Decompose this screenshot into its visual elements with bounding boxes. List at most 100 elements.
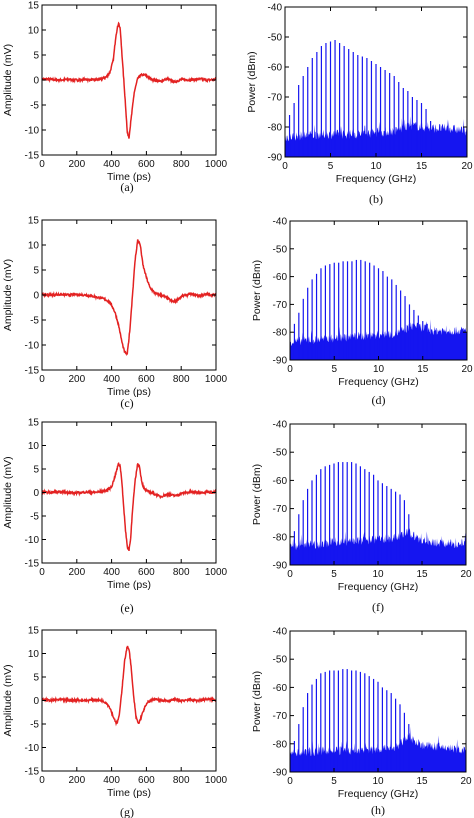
- x-tick-label: 0: [39, 567, 45, 578]
- plot-area: [42, 461, 216, 552]
- x-tick-label: 400: [103, 374, 120, 385]
- x-tick-label: 20: [460, 569, 472, 580]
- panel-e: 0 200 400 600 800 1000 15 10 5 0 -5 -10 -15 Time (ps)…: [2, 418, 228, 616]
- y-tick-label: -70: [273, 504, 288, 515]
- panel-caption: (b): [369, 192, 383, 206]
- x-tick-label: 0: [287, 569, 293, 580]
- x-tick-label: 5: [328, 161, 334, 172]
- x-axis-label: Frequency (GHz): [338, 376, 419, 388]
- x-tick-label: 0: [39, 159, 45, 170]
- x-axis-label: Time (ps): [107, 386, 151, 398]
- plot-area: [42, 645, 216, 727]
- y-axis-label: Power (dBm): [246, 51, 258, 112]
- y-tick-label: -90: [268, 153, 283, 164]
- y-tick-label: -70: [268, 93, 283, 104]
- y-tick-label: -90: [273, 768, 288, 779]
- x-tick-label: 400: [103, 567, 120, 578]
- x-tick-label: 600: [138, 374, 155, 385]
- y-tick-label: 10: [28, 649, 40, 660]
- plot-area: [285, 40, 467, 157]
- panel-caption: (d): [372, 393, 386, 407]
- x-tick-label: 200: [68, 567, 85, 578]
- y-axis-label: Power (dBm): [251, 671, 263, 732]
- x-tick-label: 600: [138, 159, 155, 170]
- y-tick-label: 15: [28, 418, 40, 429]
- x-tick-label: 5: [331, 364, 337, 375]
- y-tick-label: 10: [28, 26, 40, 37]
- x-tick-label: 5: [331, 569, 337, 580]
- y-tick-label: 5: [33, 51, 39, 62]
- panel-a: 0 200 400 600 800 1000 15 10 5 0 -5 -10 -15 Time (ps)…: [2, 1, 228, 195]
- x-tick-label: 20: [461, 364, 473, 375]
- y-tick-label: -60: [268, 63, 283, 74]
- y-tick-label: -40: [273, 217, 288, 228]
- y-tick-label: -40: [273, 420, 288, 431]
- x-axis-label: Time (ps): [107, 171, 151, 183]
- y-tick-label: -10: [25, 535, 40, 546]
- panel-caption: (g): [120, 805, 134, 818]
- y-tick-label: 5: [33, 673, 39, 684]
- y-tick-label: -15: [25, 366, 40, 377]
- y-tick-label: -50: [273, 655, 288, 666]
- x-tick-label: 10: [370, 161, 382, 172]
- y-tick-label: -50: [273, 448, 288, 459]
- y-axis-label: Amplitude (mV): [2, 456, 14, 528]
- y-tick-label: 0: [33, 696, 39, 707]
- panel-caption: (c): [120, 396, 133, 410]
- x-tick-label: 1000: [205, 567, 228, 578]
- plot-area: [290, 669, 466, 772]
- y-axis-label: Power (dBm): [251, 260, 263, 321]
- plot-area: [290, 259, 467, 360]
- x-tick-label: 15: [416, 161, 428, 172]
- y-tick-label: -50: [273, 244, 288, 255]
- x-axis-label: Frequency (GHz): [338, 581, 419, 593]
- x-tick-label: 0: [39, 775, 45, 786]
- x-tick-label: 600: [138, 567, 155, 578]
- y-tick-label: -80: [273, 739, 288, 750]
- y-tick-label: -70: [273, 711, 288, 722]
- panel-h: 0 5 10 15 20 -40 -50 -60 -70 -80 -90 Frequency (GHz…: [251, 627, 472, 818]
- y-axis-label: Amplitude (mV): [2, 44, 14, 116]
- amplitude-trace: [42, 21, 216, 139]
- y-axis-label: Power (dBm): [251, 464, 263, 525]
- y-tick-label: -15: [25, 151, 40, 162]
- x-tick-label: 800: [173, 374, 190, 385]
- panel-caption: (a): [120, 180, 133, 194]
- x-tick-label: 0: [39, 374, 45, 385]
- y-tick-label: -10: [25, 743, 40, 754]
- plot-area: [42, 239, 216, 356]
- x-tick-label: 20: [461, 161, 473, 172]
- y-tick-label: -15: [25, 559, 40, 570]
- x-tick-label: 0: [287, 776, 293, 787]
- x-tick-label: 200: [68, 159, 85, 170]
- y-tick-label: 5: [33, 465, 39, 476]
- x-axis-label: Time (ps): [107, 787, 151, 799]
- amplitude-trace: [42, 645, 216, 727]
- plot-area: [290, 462, 466, 565]
- x-tick-label: 15: [416, 569, 428, 580]
- y-tick-label: 10: [28, 441, 40, 452]
- y-tick-label: -10: [25, 126, 40, 137]
- x-tick-label: 800: [173, 159, 190, 170]
- x-tick-label: 800: [173, 775, 190, 786]
- x-tick-label: 5: [331, 776, 337, 787]
- y-tick-label: -60: [273, 272, 288, 283]
- y-tick-label: -40: [268, 3, 283, 14]
- panel-caption: (f): [372, 600, 384, 614]
- y-axis-label: Amplitude (mV): [2, 259, 14, 331]
- y-tick-label: -90: [273, 561, 288, 572]
- panel-d: 0 5 10 15 20 -40 -50 -60 -70 -80 -90 Frequency (GHz…: [251, 217, 473, 408]
- y-tick-label: 0: [33, 291, 39, 302]
- x-tick-label: 1000: [205, 775, 228, 786]
- x-tick-label: 10: [372, 776, 384, 787]
- panel-caption: (h): [371, 803, 385, 817]
- y-tick-label: 10: [28, 241, 40, 252]
- y-tick-label: -90: [273, 356, 288, 367]
- y-tick-label: 15: [28, 626, 40, 637]
- y-tick-label: -40: [273, 627, 288, 638]
- panel-c: 0 200 400 600 800 1000 15 10 5 0 -5 -10 -15 Time (ps)…: [2, 216, 228, 411]
- y-tick-label: -5: [30, 720, 39, 731]
- x-tick-label: 200: [68, 374, 85, 385]
- y-tick-label: -80: [268, 123, 283, 134]
